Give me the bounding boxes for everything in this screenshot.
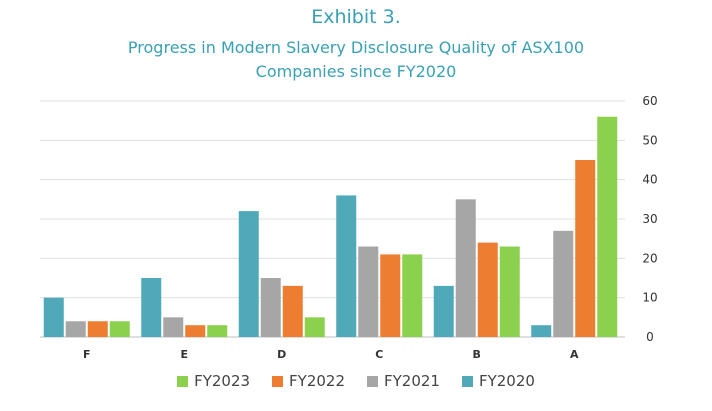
y-tick-label: 50 [642, 133, 657, 147]
bar-fy2023-a [597, 116, 618, 337]
exhibit-label: Exhibit 3. [311, 6, 401, 28]
legend-item-fy2022: FY2022 [272, 372, 345, 390]
legend-label: FY2023 [194, 372, 251, 390]
bar-fy2022-a [575, 160, 596, 337]
y-tick-label: 20 [642, 251, 657, 265]
legend-item-fy2023: FY2023 [177, 372, 250, 390]
y-tick-label: 30 [642, 212, 657, 226]
bar-fy2020-e [141, 278, 162, 337]
x-tick-label: C [375, 348, 383, 361]
bar-fy2022-e [185, 325, 206, 337]
legend-swatch [461, 375, 473, 387]
bar-fy2021-d [260, 278, 281, 337]
bar-fy2020-f [43, 297, 64, 337]
bar-fy2020-a [531, 325, 552, 337]
bar-fy2021-e [163, 317, 184, 337]
x-tick-label: B [473, 348, 481, 361]
y-tick-label: 60 [642, 94, 657, 108]
x-tick-label: A [570, 348, 579, 361]
legend-label: FY2022 [289, 372, 345, 390]
bar-fy2023-f [109, 321, 130, 337]
bar-fy2020-b [433, 285, 454, 337]
x-tick-label: D [277, 348, 286, 361]
chart-legend: FY2023 FY2022 FY2021 FY2020 [0, 372, 712, 390]
bar-fy2021-b [455, 199, 476, 337]
bar-fy2022-c [380, 254, 401, 337]
bar-fy2020-c [336, 195, 357, 337]
bar-fy2023-e [207, 325, 228, 337]
legend-item-fy2021: FY2021 [367, 372, 440, 390]
legend-label: FY2020 [478, 372, 535, 390]
bar-fy2022-f [87, 321, 108, 337]
y-tick-label: 0 [646, 330, 654, 344]
bar-fy2023-d [304, 317, 325, 337]
legend-item-fy2020: FY2020 [461, 372, 535, 390]
legend-swatch [367, 375, 378, 387]
y-tick-label: 40 [642, 173, 657, 187]
chart-title-line-2: Companies since FY2020 [255, 62, 457, 81]
x-tick-label: E [180, 348, 188, 361]
bar-fy2022-b [477, 242, 498, 337]
bar-fy2021-f [65, 321, 86, 337]
legend-swatch [272, 375, 284, 387]
bar-fy2022-d [282, 285, 303, 337]
bar-fy2020-d [238, 211, 259, 337]
legend-swatch [177, 375, 189, 387]
bar-fy2023-c [402, 254, 423, 337]
bar-fy2021-c [358, 246, 379, 337]
bar-fy2023-b [499, 246, 520, 337]
x-tick-label: F [83, 348, 91, 361]
legend-label: FY2021 [384, 372, 440, 390]
y-tick-label: 10 [642, 291, 657, 305]
bar-fy2021-a [553, 230, 574, 337]
chart-title-line-1: Progress in Modern Slavery Disclosure Qu… [127, 38, 585, 57]
